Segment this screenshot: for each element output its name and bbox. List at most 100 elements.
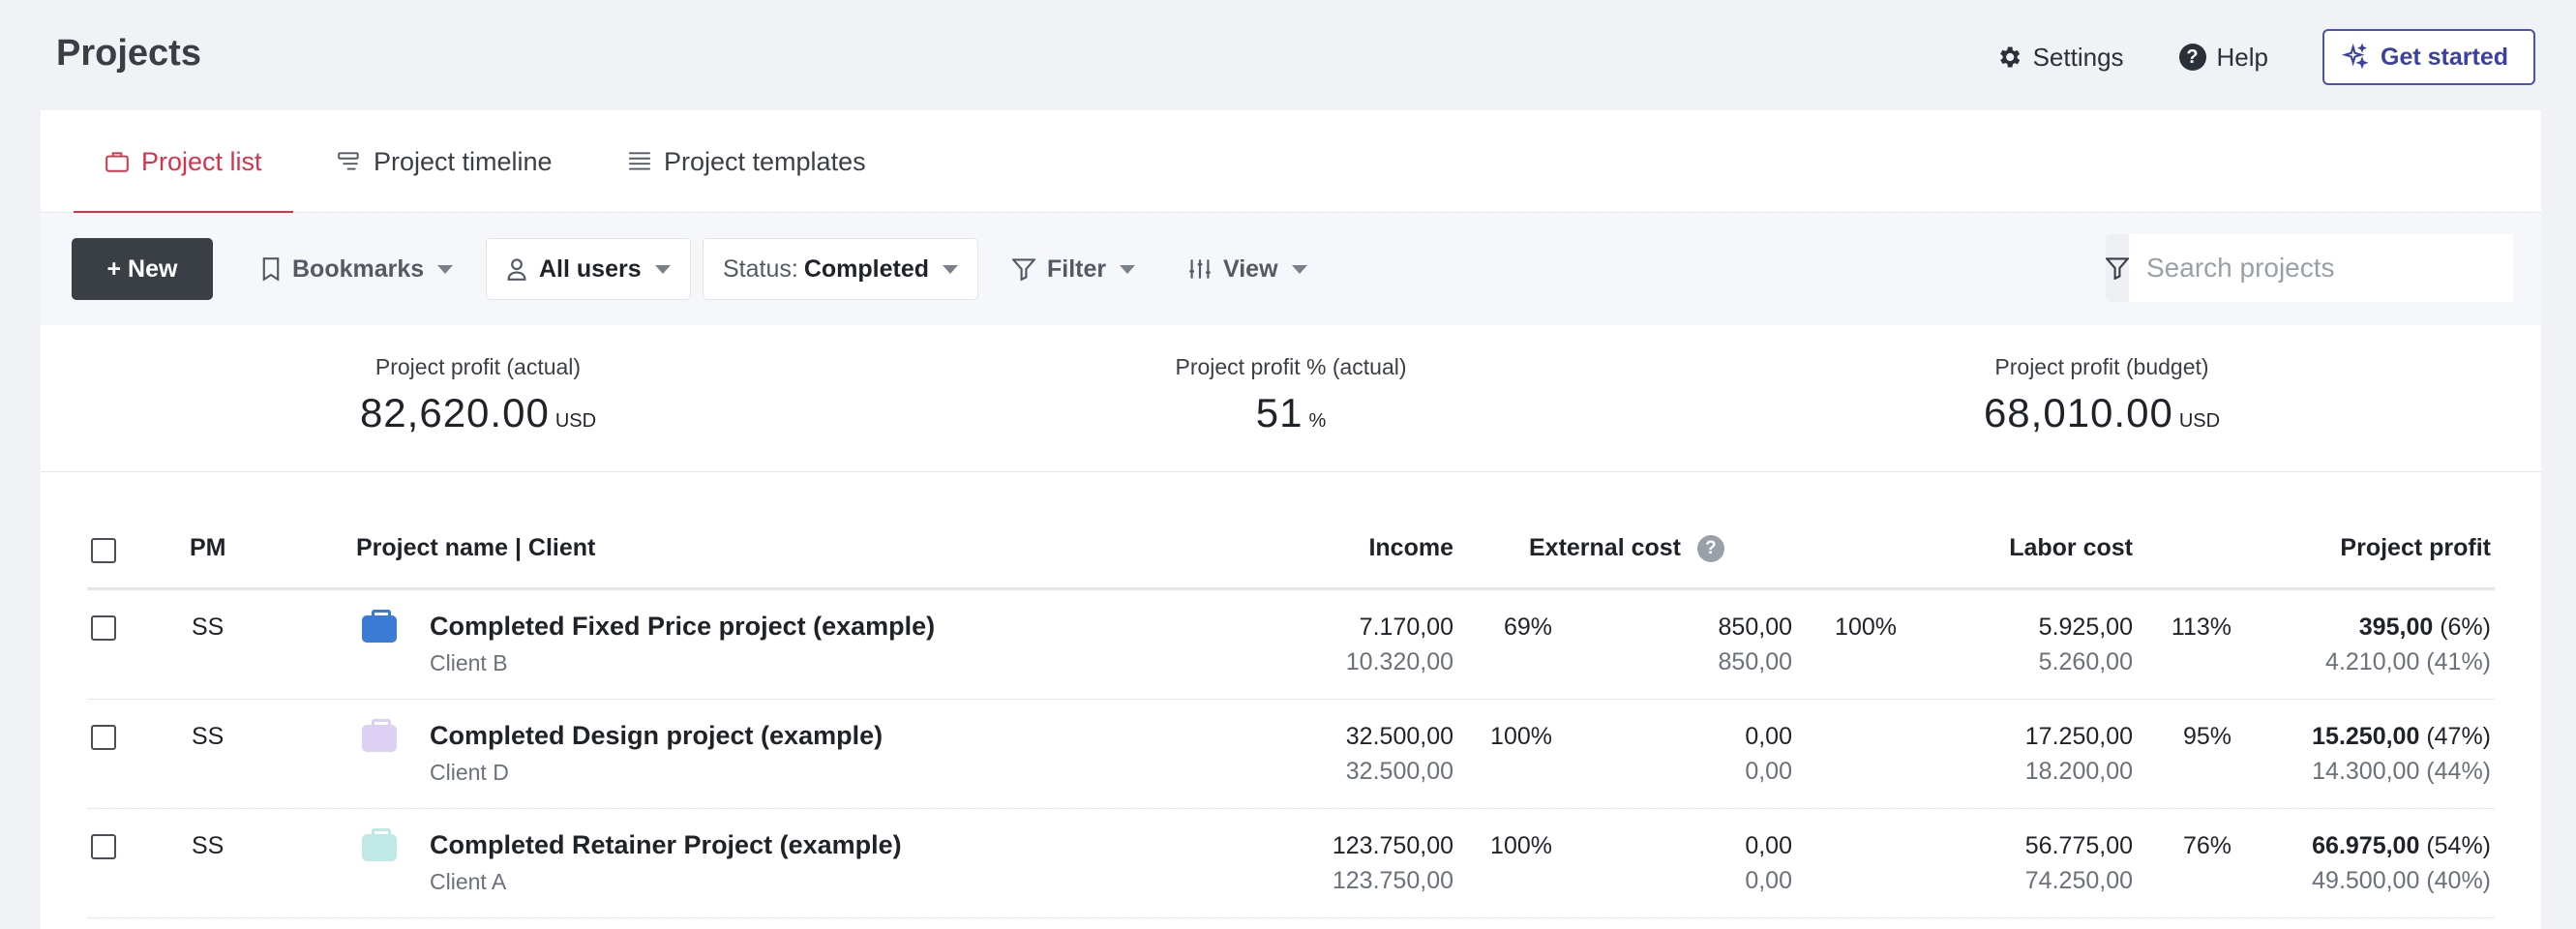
header-external-cost[interactable]: External cost ? xyxy=(1529,534,1724,563)
labor-actual: 5.925,00 xyxy=(2038,614,2133,641)
table-row[interactable]: SS Completed Design project (example) Cl… xyxy=(87,700,2495,809)
help-icon[interactable]: ? xyxy=(1696,535,1724,563)
status-prefix: Status: xyxy=(723,255,798,283)
row-checkbox[interactable] xyxy=(91,834,116,859)
briefcase-icon xyxy=(362,610,397,643)
chevron-down-icon xyxy=(437,264,454,274)
tab-label: Project timeline xyxy=(374,146,553,176)
client-name: Client B xyxy=(430,650,508,675)
settings-link[interactable]: Settings xyxy=(1994,43,2124,73)
income-budget: 10.320,00 xyxy=(1345,648,1453,675)
stat-profit-percent: Project profit % (actual) 51% xyxy=(1049,354,1533,436)
header-labor-cost[interactable]: Labor cost xyxy=(2009,534,2133,561)
stat-value: 82,620.00 xyxy=(359,390,550,435)
tab-label: Project templates xyxy=(664,146,866,176)
stat-value: 51 xyxy=(1255,390,1303,435)
main-card: Project list Project timeline Project te… xyxy=(41,110,2541,929)
header-pm[interactable]: PM xyxy=(190,534,226,561)
income-actual: 123.750,00 xyxy=(1332,832,1453,859)
row-checkbox[interactable] xyxy=(91,615,116,641)
table-header: PM Project name | Client Income External… xyxy=(87,509,2495,590)
sliders-icon xyxy=(1188,257,1212,281)
stats-panel: Project profit (actual) 82,620.00 USD Pro… xyxy=(41,325,2541,472)
income-budget: 32.500,00 xyxy=(1345,758,1453,785)
status-dropdown[interactable]: Status: Completed xyxy=(703,238,979,300)
external-budget: 0,00 xyxy=(1745,758,1792,785)
search-box xyxy=(2106,234,2513,302)
filter-dropdown[interactable]: Filter xyxy=(1012,238,1136,300)
view-dropdown[interactable]: View xyxy=(1188,238,1307,300)
tab-project-list[interactable]: Project list xyxy=(74,110,293,214)
project-name[interactable]: Completed Design project (example) xyxy=(430,721,884,750)
status-value: Completed xyxy=(803,255,930,283)
projects-table: PM Project name | Client Income External… xyxy=(87,509,2495,918)
stat-label: Project profit % (actual) xyxy=(1175,354,1407,379)
profit-value: 66.975,00 xyxy=(2312,832,2420,859)
external-actual: 850,00 xyxy=(1718,614,1792,641)
bookmarks-dropdown[interactable]: Bookmarks xyxy=(261,238,454,300)
table-row[interactable]: SS Completed Retainer Project (example) … xyxy=(87,809,2495,918)
client-name: Client D xyxy=(430,760,509,785)
chevron-down-icon xyxy=(1291,264,1307,274)
income-percent: 100% xyxy=(1490,832,1552,859)
page-title: Projects xyxy=(56,33,201,74)
external-budget: 850,00 xyxy=(1718,648,1792,675)
row-checkbox[interactable] xyxy=(91,725,116,750)
labor-budget: 5.260,00 xyxy=(2038,648,2133,675)
labor-budget: 74.250,00 xyxy=(2024,867,2133,894)
sparkle-icon xyxy=(2342,44,2369,71)
table-row[interactable]: SS Completed Fixed Price project (exampl… xyxy=(87,590,2495,700)
tab-project-timeline[interactable]: Project timeline xyxy=(337,110,553,213)
filter-label: Filter xyxy=(1047,255,1107,283)
income-actual: 32.500,00 xyxy=(1345,723,1453,750)
briefcase-icon xyxy=(362,828,397,861)
stat-unit: % xyxy=(1308,410,1327,432)
income-percent: 69% xyxy=(1503,614,1552,641)
project-name[interactable]: Completed Retainer Project (example) xyxy=(430,830,902,859)
profit-actual: 395,00 (6%) xyxy=(2359,614,2491,642)
funnel-icon xyxy=(2106,257,2129,280)
help-label: Help xyxy=(2216,42,2269,72)
income-budget: 123.750,00 xyxy=(1332,867,1453,894)
bookmark-icon xyxy=(261,257,281,281)
timeline-icon xyxy=(337,150,362,173)
funnel-icon xyxy=(1012,257,1035,281)
stat-unit: USD xyxy=(2178,410,2221,432)
header-project-profit[interactable]: Project profit xyxy=(2340,534,2491,561)
profit-budget: 49.500,00 (40%) xyxy=(2312,867,2491,894)
project-name[interactable]: Completed Fixed Price project (example) xyxy=(430,612,936,641)
profit-value: 15.250,00 xyxy=(2312,723,2420,750)
help-icon: ? xyxy=(2178,43,2207,72)
pm-initials: SS xyxy=(192,723,225,750)
profit-actual: 15.250,00 (47%) xyxy=(2312,723,2491,751)
help-link[interactable]: ? Help xyxy=(2178,43,2268,73)
header-project-name[interactable]: Project name | Client xyxy=(356,534,596,561)
search-filter-button[interactable] xyxy=(2106,234,2129,302)
user-icon xyxy=(506,257,527,281)
select-all-checkbox[interactable] xyxy=(91,538,116,563)
get-started-button[interactable]: Get started xyxy=(2322,29,2535,85)
list-icon xyxy=(627,150,652,173)
bookmarks-label: Bookmarks xyxy=(292,255,425,283)
external-actual: 0,00 xyxy=(1745,723,1792,750)
income-percent: 100% xyxy=(1490,723,1552,750)
tab-project-templates[interactable]: Project templates xyxy=(627,110,866,213)
new-button[interactable]: + New xyxy=(72,238,213,300)
gear-icon xyxy=(1994,43,2023,72)
header-external-label: External cost xyxy=(1529,534,1682,561)
external-budget: 0,00 xyxy=(1745,867,1792,894)
stat-label: Project profit (budget) xyxy=(1994,354,2209,379)
labor-actual: 56.775,00 xyxy=(2024,832,2133,859)
search-input[interactable] xyxy=(2129,234,2513,302)
labor-actual: 17.250,00 xyxy=(2024,723,2133,750)
users-dropdown[interactable]: All users xyxy=(486,238,691,300)
profit-budget: 4.210,00 (41%) xyxy=(2325,648,2491,675)
header-income[interactable]: Income xyxy=(1368,534,1453,561)
profit-percent: (6%) xyxy=(2440,614,2491,641)
chevron-down-icon xyxy=(1120,264,1136,274)
labor-percent: 76% xyxy=(2182,832,2232,859)
profit-percent: (54%) xyxy=(2426,832,2491,859)
profit-percent: (47%) xyxy=(2426,723,2491,750)
profit-budget: 14.300,00 (44%) xyxy=(2312,758,2491,785)
income-actual: 7.170,00 xyxy=(1359,614,1453,641)
